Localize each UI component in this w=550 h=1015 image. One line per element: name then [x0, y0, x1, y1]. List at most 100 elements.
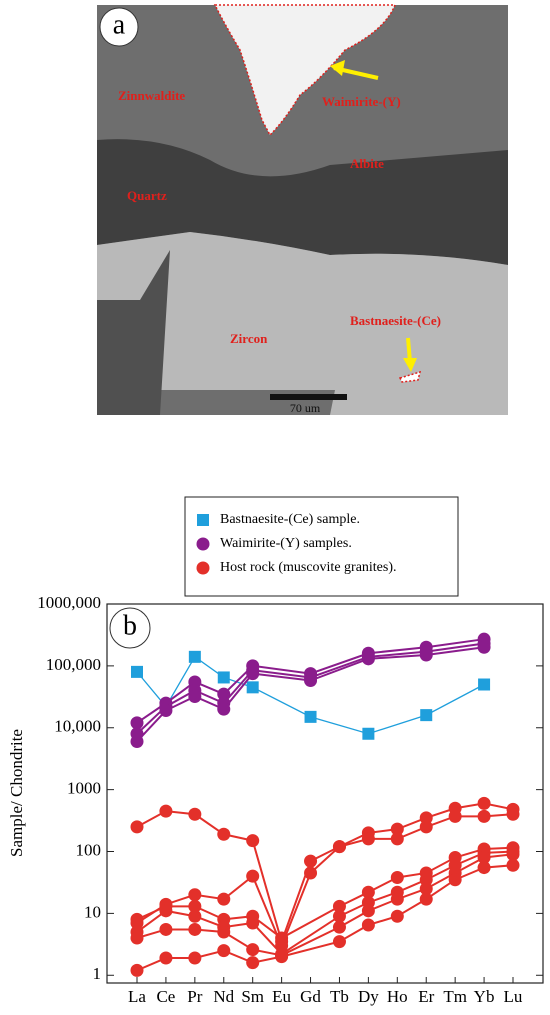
- data-point: [246, 956, 260, 970]
- x-tick-label: La: [128, 987, 146, 1006]
- data-point: [419, 648, 433, 662]
- data-point: [362, 727, 375, 740]
- data-point: [130, 912, 144, 926]
- data-point: [246, 681, 259, 694]
- data-point: [246, 943, 260, 957]
- data-point: [159, 904, 173, 918]
- data-point: [217, 892, 231, 906]
- data-point: [332, 840, 346, 854]
- data-point: [159, 951, 173, 965]
- data-point: [390, 871, 404, 885]
- data-point: [275, 931, 289, 945]
- y-tick-label: 10: [84, 902, 101, 921]
- x-tick-label: Eu: [272, 987, 291, 1006]
- data-point: [275, 950, 289, 964]
- data-point: [130, 716, 144, 730]
- legend-marker: [197, 514, 209, 526]
- y-tick-label: 1: [93, 964, 102, 983]
- legend-label: Bastnaesite-(Ce) sample.: [220, 512, 360, 527]
- x-tick-label: Ce: [156, 987, 175, 1006]
- bastnaesite-grain: [398, 370, 422, 383]
- x-tick-label: Pr: [187, 987, 202, 1006]
- y-tick-label: 100,000: [46, 655, 101, 674]
- panel-badge: [99, 7, 139, 47]
- waimirite-grain: [213, 4, 397, 137]
- x-tick-label: Sm: [241, 987, 264, 1006]
- y-tick-label: 100: [76, 840, 102, 859]
- x-tick-label: Tm: [443, 987, 467, 1006]
- legend-marker: [196, 561, 210, 575]
- data-point: [159, 704, 173, 718]
- data-point: [419, 820, 433, 834]
- data-point: [304, 710, 317, 723]
- data-point: [419, 882, 433, 896]
- data-point: [332, 920, 346, 934]
- x-tick-label: Gd: [300, 987, 321, 1006]
- data-point: [419, 811, 433, 825]
- data-point: [159, 922, 173, 936]
- y-tick-label: 1000: [67, 779, 101, 798]
- data-point: [217, 925, 231, 939]
- panel-label: a: [113, 9, 126, 40]
- data-point: [188, 899, 202, 913]
- y-axis-label: Sample/ Chondrite: [7, 729, 26, 857]
- data-point: [390, 832, 404, 846]
- data-point: [477, 851, 491, 865]
- data-point: [332, 935, 346, 949]
- data-point: [506, 807, 520, 821]
- mineral-label: Albite: [350, 156, 384, 171]
- data-point: [361, 652, 375, 666]
- data-point: [246, 667, 260, 681]
- data-point: [361, 832, 375, 846]
- data-point: [131, 665, 143, 678]
- plot-frame: [106, 603, 544, 984]
- data-point: [217, 671, 230, 684]
- data-point: [188, 888, 202, 902]
- data-point: [188, 922, 202, 936]
- data-point: [419, 873, 433, 887]
- scale-bar: [270, 394, 347, 400]
- data-point: [217, 944, 231, 958]
- data-point: [390, 909, 404, 923]
- data-point: [130, 931, 144, 945]
- x-tick-label: Lu: [504, 987, 523, 1006]
- micrograph: a Zinnwaldite Waimirite-(Y) Albite Quart…: [97, 4, 508, 415]
- data-point: [130, 820, 144, 834]
- y-tick-label: 10,000: [54, 717, 101, 736]
- data-point: [217, 687, 231, 701]
- mineral-label: Bastnaesite-(Ce): [350, 313, 441, 328]
- data-point: [477, 796, 491, 810]
- data-point: [217, 702, 231, 716]
- data-point: [506, 858, 520, 872]
- data-point: [130, 963, 144, 977]
- zircon-region: [97, 232, 508, 415]
- legend: [184, 496, 459, 597]
- data-point: [217, 827, 231, 841]
- dark-region: [97, 250, 170, 415]
- x-tick-label: Er: [418, 987, 434, 1006]
- data-point: [159, 804, 173, 818]
- data-point: [448, 809, 462, 823]
- data-point: [188, 650, 201, 663]
- quartz-albite-region: [97, 139, 508, 265]
- data-point: [477, 640, 491, 654]
- mineral-label: Quartz: [127, 188, 167, 203]
- data-point: [390, 892, 404, 906]
- data-point: [477, 861, 491, 875]
- legend-marker: [196, 537, 210, 551]
- data-point: [448, 873, 462, 887]
- data-point: [304, 674, 318, 688]
- data-point: [361, 885, 375, 899]
- data-point: [246, 869, 260, 883]
- data-point: [420, 709, 433, 722]
- data-point: [188, 951, 202, 965]
- legend-label: Host rock (muscovite granites).: [220, 560, 397, 575]
- x-tick-label: Nd: [213, 987, 234, 1006]
- legend-label: Waimirite-(Y) samples.: [220, 536, 352, 551]
- data-point: [246, 834, 260, 848]
- y-tick-label: 1000,000: [37, 593, 101, 612]
- data-point: [304, 854, 318, 868]
- scale-label: 70 um: [290, 401, 321, 415]
